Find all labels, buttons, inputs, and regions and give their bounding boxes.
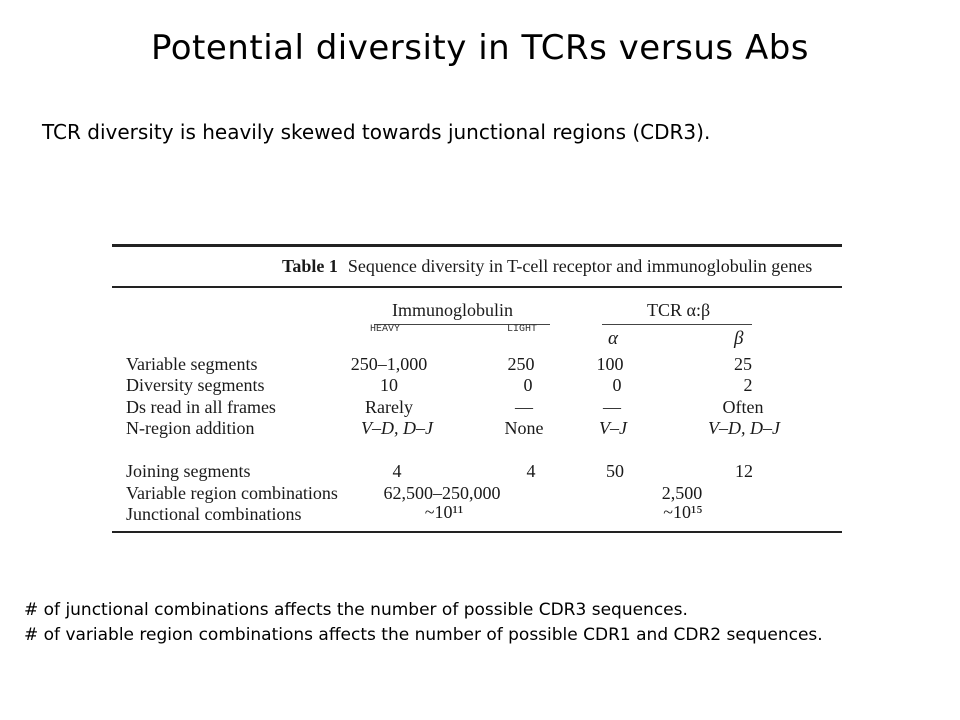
table-header-rule (112, 286, 842, 288)
row-label: Variable segments (126, 354, 258, 374)
cell-beta: 12 (735, 461, 753, 481)
row-label: Ds read in all frames (126, 397, 276, 417)
cell-ig-combo: 62,500–250,000 (383, 483, 501, 503)
notes: # of junctional combinations affects the… (24, 598, 823, 648)
cell-heavy: 4 (392, 461, 402, 481)
row-label: Joining segments (126, 461, 251, 481)
row-label: Diversity segments (126, 375, 265, 395)
group-underline-ig (374, 324, 550, 325)
group-header-immunoglobulin: Immunoglobulin (392, 300, 513, 320)
subheader-beta: β (734, 328, 744, 349)
cell-tcr-combo: 2,500 (661, 483, 703, 503)
cell-alpha: V–J (599, 418, 627, 438)
group-underline-tcr (602, 324, 752, 325)
subheader-alpha: α (608, 328, 618, 349)
row-label: Junctional combinations (126, 504, 302, 524)
group-header-tcr: TCR α:β (647, 300, 711, 320)
note-line: # of variable region combinations affect… (24, 625, 823, 645)
table-caption-text: Sequence diversity in T-cell receptor an… (347, 256, 813, 276)
cell-beta: 2 (743, 375, 753, 395)
table-caption-number: Table 1 (282, 256, 338, 276)
cell-heavy: 10 (380, 375, 398, 395)
cell-light: None (504, 418, 544, 438)
subheader-heavy: HEAVY (370, 324, 401, 335)
cell-alpha: — (603, 397, 621, 417)
note-line: # of junctional combinations affects the… (24, 600, 688, 620)
table-top-rule (112, 244, 842, 247)
row-label: Variable region combinations (126, 483, 338, 503)
cell-tcr-combo: ~10¹⁵ (663, 502, 703, 522)
cell-beta: 25 (734, 354, 752, 374)
slide-subtitle: TCR diversity is heavily skewed towards … (42, 120, 711, 144)
slide-title: Potential diversity in TCRs versus Abs (150, 28, 810, 68)
cell-beta: V–D, D–J (708, 418, 780, 438)
cell-light: 4 (526, 461, 536, 481)
cell-heavy: V–D, D–J (361, 418, 433, 438)
cell-light: — (515, 397, 533, 417)
cell-ig-combo: ~10¹¹ (424, 502, 464, 522)
subheader-light: LIGHT (507, 324, 538, 335)
cell-alpha: 50 (606, 461, 624, 481)
cell-beta: Often (722, 397, 764, 417)
cell-alpha: 100 (596, 354, 624, 374)
cell-alpha: 0 (612, 375, 622, 395)
cell-heavy: Rarely (365, 397, 413, 417)
table-caption: Table 1 Sequence diversity in T-cell rece… (282, 256, 812, 277)
cell-heavy: 250–1,000 (350, 354, 428, 374)
table-figure: Table 1 Sequence diversity in T-cell rece… (112, 236, 842, 542)
table-bottom-rule (112, 531, 842, 533)
cell-light: 0 (523, 375, 533, 395)
row-label: N-region addition (126, 418, 255, 438)
cell-light: 250 (507, 354, 535, 374)
